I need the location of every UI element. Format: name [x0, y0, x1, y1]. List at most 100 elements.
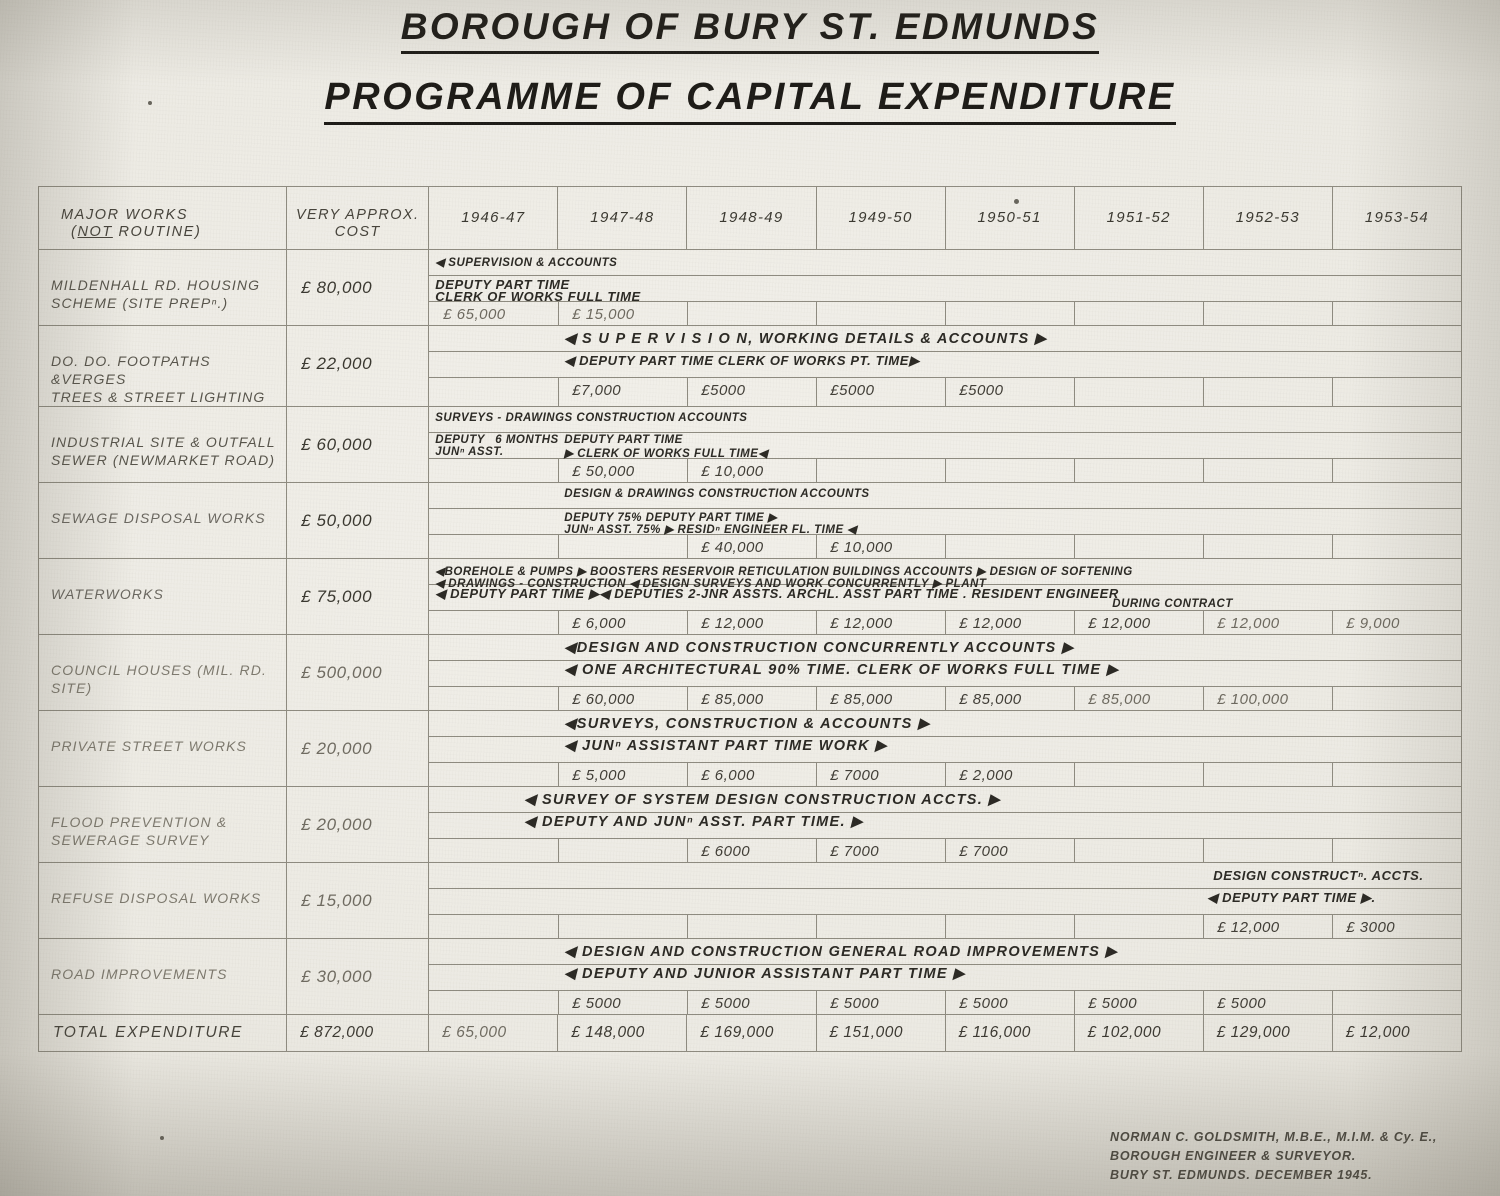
amount-value: £ 6,000: [572, 615, 626, 632]
column-divider: [687, 914, 689, 938]
totals-year-cell: £ 116,000: [944, 1014, 1075, 1052]
column-divider: [687, 838, 689, 862]
header-year-1953-54: 1953-54: [1331, 186, 1463, 250]
column-divider: [1203, 686, 1205, 710]
column-divider: [1074, 534, 1076, 558]
amount-value: £5000: [959, 382, 1004, 399]
totals-year-cell: £ 12,000: [1331, 1014, 1463, 1052]
column-divider: [558, 377, 560, 406]
table-row: INDUSTRIAL SITE & OUTFALL SEWER (NEWMARKE…: [37, 406, 1462, 483]
table-row: REFUSE DISPOSAL WORKS £ 15,000 DESIGN CONS…: [37, 862, 1462, 939]
amount-value: £ 9,000: [1346, 615, 1400, 632]
work-cost-cell: £ 20,000: [286, 710, 430, 787]
column-divider: [558, 534, 560, 558]
table-row: PRIVATE STREET WORKS £ 20,000 ◀SURVEYS, CO…: [37, 710, 1462, 787]
header-year-1947-48: 1947-48: [557, 186, 688, 250]
header-very-approx-cost: VERY APPROX. COST: [286, 186, 430, 250]
work-schedule-cell: ◀ S U P E R V I S I O N, WORKING DETAILS…: [428, 325, 1462, 407]
column-divider: [687, 762, 689, 786]
column-divider: [1203, 458, 1205, 482]
header-cost-line2: COST: [334, 224, 381, 240]
schedule-band: [429, 351, 1461, 378]
totals-year-value: £ 169,000: [700, 1024, 774, 1041]
work-cost-value: £ 500,000: [301, 663, 383, 682]
amount-value: £ 6,000: [701, 767, 755, 784]
column-divider: [1074, 377, 1076, 406]
column-divider: [816, 762, 818, 786]
amount-value: £ 10,000: [830, 539, 893, 556]
column-divider: [1074, 458, 1076, 482]
column-divider: [816, 914, 818, 938]
column-divider: [1203, 914, 1205, 938]
amount-value: £5000: [701, 382, 746, 399]
work-cost-value: £ 20,000: [301, 739, 373, 758]
schedule-band: [429, 432, 1461, 459]
amount-value: £ 5000: [572, 995, 622, 1012]
work-name-cell: COUNCIL HOUSES (MIL. RD. SITE): [37, 634, 288, 711]
signature-place-date: BURY ST. EDMUNDS. DECEMBER 1945.: [1110, 1168, 1373, 1182]
schedule-annotation: ◀DESIGN AND CONSTRUCTION CONCURRENTLY AC…: [564, 640, 1075, 656]
column-divider: [945, 301, 947, 325]
column-divider: [945, 914, 947, 938]
amount-value: £ 65,000: [443, 306, 506, 323]
table-row: SEWAGE DISPOSAL WORKS £ 50,000 DESIGN & DR…: [37, 482, 1462, 559]
amount-value: £ 85,000: [701, 691, 764, 708]
table-row: COUNCIL HOUSES (MIL. RD. SITE) £ 500,000 ◀…: [37, 634, 1462, 711]
work-cost-value: £ 75,000: [301, 587, 373, 606]
work-name-cell: FLOOD PREVENTION & SEWERAGE SURVEY: [37, 786, 288, 863]
schedule-annotation: ◀ DRAWINGS - CONSTRUCTION ◀ DESIGN SURVE…: [435, 578, 987, 590]
totals-year-value: £ 116,000: [958, 1024, 1031, 1041]
column-divider: [1332, 914, 1334, 938]
schedule-annotation: ◀SURVEYS, CONSTRUCTION & ACCOUNTS ▶: [564, 716, 931, 732]
schedule-annotation: ◀ SURVEY OF SYSTEM DESIGN CONSTRUCTION A…: [524, 792, 1001, 808]
totals-cost-cell: £ 872,000: [286, 1014, 430, 1052]
work-name-cell: ROAD IMPROVEMENTS: [37, 938, 288, 1015]
amount-value: £ 40,000: [701, 539, 764, 556]
schedule-annotation: ◀ S U P E R V I S I O N, WORKING DETAILS…: [564, 331, 1048, 347]
column-divider: [558, 458, 560, 482]
document-title-text: BOROUGH OF BURY ST. EDMUNDS: [400, 6, 1100, 54]
amount-value: £ 5000: [1217, 995, 1267, 1012]
header-year-1946-47: 1946-47: [428, 186, 559, 250]
schedule-band: [429, 250, 1461, 276]
amount-value: £ 5,000: [572, 767, 626, 784]
work-cost-cell: £ 80,000: [286, 249, 430, 326]
schedule-annotation: DEPUTY PART TIME: [435, 277, 570, 292]
column-divider: [1203, 990, 1205, 1014]
amount-value: £ 12,000: [959, 615, 1022, 632]
work-schedule-cell: ◀ SUPERVISION & ACCOUNTS DEPUTY PART TIME…: [428, 249, 1462, 326]
schedule-band: [429, 736, 1461, 763]
work-schedule-cell: ◀ SURVEY OF SYSTEM DESIGN CONSTRUCTION A…: [428, 786, 1462, 863]
column-divider: [558, 686, 560, 710]
work-name-line1: SEWAGE DISPOSAL WORKS: [51, 510, 266, 526]
work-name-cell: WATERWORKS: [37, 558, 288, 635]
signature-block: NORMAN C. GOLDSMITH, M.B.E., M.I.M. & Cy…: [1110, 1128, 1437, 1185]
column-divider: [1074, 762, 1076, 786]
work-cost-cell: £ 22,000: [286, 325, 430, 407]
schedule-annotation: DESIGN CONSTRUCTⁿ. ACCTS.: [1213, 868, 1424, 883]
totals-year-cell: £ 169,000: [686, 1014, 817, 1052]
amount-value: £ 7000: [959, 843, 1009, 860]
table-row: ROAD IMPROVEMENTS £ 30,000 ◀ DESIGN AND CO…: [37, 938, 1462, 1015]
header-cost-line1: VERY APPROX.: [295, 207, 420, 223]
schedule-band: [429, 787, 1461, 813]
work-cost-value: £ 30,000: [301, 967, 373, 986]
header-year-label: 1948-49: [719, 209, 784, 226]
column-divider: [1332, 458, 1334, 482]
work-name-line2: SEWER (NEWMARKET ROAD): [51, 452, 276, 468]
totals-year-cell: £ 65,000: [428, 1014, 559, 1052]
column-divider: [1203, 838, 1205, 862]
column-divider: [1203, 301, 1205, 325]
amount-value: £ 85,000: [1088, 691, 1151, 708]
header-year-1950-51: 1950-51: [944, 186, 1075, 250]
work-name-line2: SCHEME (SITE PREPⁿ.): [51, 295, 229, 311]
work-name-line1: ROAD IMPROVEMENTS: [51, 966, 228, 982]
schedule-band: [429, 407, 1461, 433]
column-divider: [945, 686, 947, 710]
amount-value: £ 12,000: [1217, 919, 1280, 936]
column-divider: [687, 301, 689, 325]
column-divider: [1203, 534, 1205, 558]
totals-year-cell: £ 102,000: [1073, 1014, 1204, 1052]
totals-year-value: £ 12,000: [1345, 1024, 1411, 1041]
column-divider: [945, 990, 947, 1014]
